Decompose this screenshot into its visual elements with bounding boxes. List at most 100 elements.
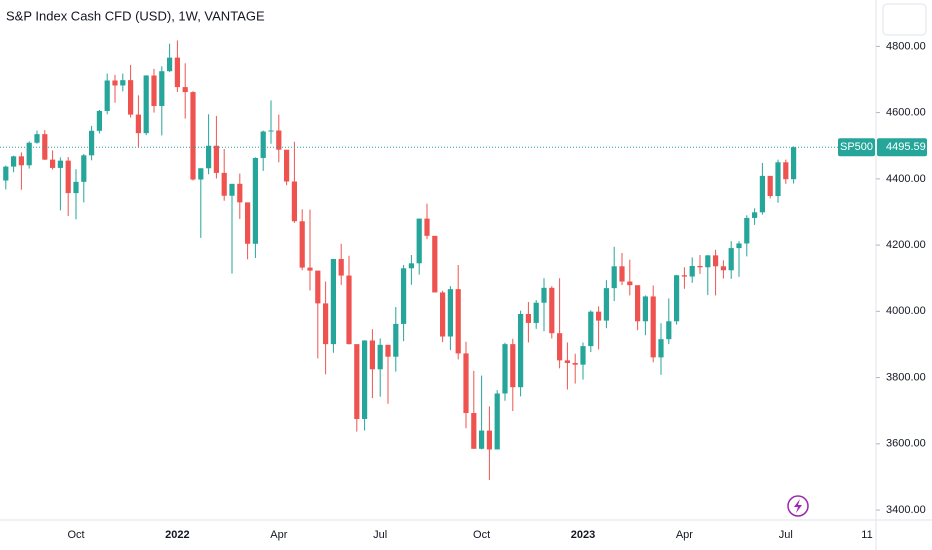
candle-body <box>11 156 17 167</box>
symbol-label: SP500 <box>840 141 873 153</box>
candle-body <box>120 80 126 86</box>
y-tick-label: 4800.00 <box>886 40 926 52</box>
candle-body <box>674 275 680 322</box>
candle-body <box>541 287 547 303</box>
candle-body <box>26 142 32 166</box>
candle-body <box>494 393 500 450</box>
candle-body <box>260 131 266 158</box>
candle-body <box>73 181 79 194</box>
candle-body <box>681 275 687 277</box>
x-tick-label: Apr <box>270 529 287 541</box>
candle-body <box>408 263 414 269</box>
candle-body <box>213 145 219 173</box>
candle-body <box>463 353 469 414</box>
candle-body <box>440 292 446 337</box>
candle-body <box>783 162 789 180</box>
candle-body <box>635 285 641 322</box>
candle-body <box>572 363 578 365</box>
candle-body <box>252 157 258 244</box>
x-tick-label: Oct <box>473 529 490 541</box>
candle-body <box>658 339 664 358</box>
candle-body <box>510 344 516 388</box>
y-tick-label: 4000.00 <box>886 305 926 317</box>
candle-body <box>697 265 703 268</box>
candle-body <box>533 302 539 323</box>
candle-body <box>330 259 336 345</box>
price-tag-label: 4495.59 <box>886 141 926 153</box>
candle-body <box>369 340 375 370</box>
candle-body <box>486 430 492 450</box>
candle-body <box>611 266 617 289</box>
candle-body <box>307 267 313 271</box>
candle-body <box>416 218 422 264</box>
candle-body <box>276 130 282 150</box>
candle-body <box>198 168 204 180</box>
candle-body <box>385 344 391 357</box>
chart-title: S&P Index Cash CFD (USD), 1W, VANTAGE <box>6 8 265 23</box>
candle-body <box>424 218 430 236</box>
price-tag <box>877 138 927 157</box>
candle-body <box>112 80 118 86</box>
candle-body <box>705 255 711 268</box>
candle-body <box>518 313 524 388</box>
candle-body <box>720 266 726 271</box>
candle-body <box>143 75 149 134</box>
candle-body <box>525 313 531 323</box>
symbol-tag <box>838 138 875 157</box>
candle-body <box>759 175 765 213</box>
x-tick-label: Oct <box>67 529 84 541</box>
candle-body <box>596 311 602 321</box>
candle-body <box>736 243 742 249</box>
x-tick-label: 2023 <box>571 529 595 541</box>
candle-body <box>245 202 251 244</box>
y-tick-label: 4600.00 <box>886 107 926 119</box>
candle-body <box>206 145 212 169</box>
candle-body <box>104 80 110 111</box>
lightning-icon[interactable] <box>787 495 809 517</box>
candle-body <box>627 281 633 286</box>
candle-body <box>338 259 344 276</box>
candle-body <box>34 134 40 143</box>
candle-body <box>128 80 134 115</box>
candle-body <box>315 270 321 304</box>
candle-body <box>291 181 297 222</box>
candle-body <box>135 114 141 134</box>
candle-body <box>393 323 399 357</box>
candle-body <box>432 235 438 293</box>
y-tick-label: 3400.00 <box>886 504 926 516</box>
y-tick-label: 4400.00 <box>886 173 926 185</box>
candle-body <box>346 275 352 345</box>
candle-body <box>471 413 477 449</box>
candle-body <box>588 311 594 347</box>
candle-body <box>237 183 243 203</box>
candle-body <box>564 360 570 364</box>
candle-body <box>479 430 485 449</box>
candle-body <box>299 221 305 268</box>
x-tick-label: 2022 <box>165 529 189 541</box>
candle-body <box>502 344 508 394</box>
candle-body <box>81 155 87 182</box>
candle-body <box>549 287 555 334</box>
candle-body <box>580 346 586 365</box>
candle-body <box>642 296 648 322</box>
candle-body <box>767 175 773 197</box>
candle-body <box>619 266 625 282</box>
candle-body <box>42 134 48 160</box>
candle-body <box>377 344 383 370</box>
candle-body <box>89 130 95 156</box>
candle-body <box>190 92 196 180</box>
candle-body <box>57 160 63 168</box>
candle-body <box>728 248 734 271</box>
candle-body <box>284 149 290 182</box>
settings-box[interactable] <box>882 3 927 36</box>
candle-body <box>689 265 695 277</box>
candle-body <box>455 289 461 354</box>
candle-body <box>229 183 235 196</box>
candle-body <box>603 288 609 321</box>
candle-body <box>221 172 227 196</box>
candle-body <box>167 57 173 72</box>
x-tick-label: Jul <box>779 529 793 541</box>
candle-body <box>182 87 188 93</box>
